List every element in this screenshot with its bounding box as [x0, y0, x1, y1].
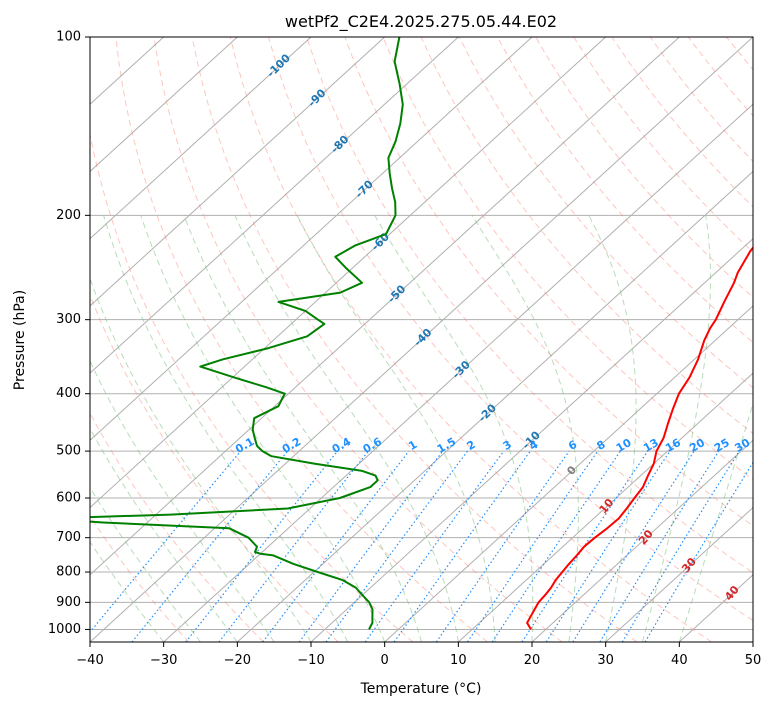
moist-adiabat-line	[90, 486, 201, 642]
moist-adiabat-line	[642, 215, 711, 642]
isotherm-line	[90, 37, 238, 173]
y-tick-label: 400	[56, 386, 81, 401]
moist-adiabat-line	[374, 215, 534, 642]
isotherm-line	[531, 439, 753, 642]
dry-adiabat-line	[229, 37, 712, 642]
moist-adiabat-line	[234, 215, 459, 642]
dry-adiabat-line	[90, 412, 264, 642]
isotherm-line	[90, 37, 312, 240]
moist-adiabat-line	[90, 359, 275, 642]
isotherm-line	[310, 237, 753, 642]
isotherm-line	[90, 37, 680, 576]
x-tick-label: 30	[597, 653, 614, 668]
mixing-ratio-line	[364, 450, 505, 642]
dry-adiabat-line	[344, 37, 753, 527]
moist-adiabat-line	[90, 427, 238, 642]
x-axis-title: Temperature (°C)	[360, 681, 482, 697]
isotherm-line	[605, 506, 753, 642]
x-tick-label: −10	[297, 653, 324, 668]
mixing-ratio-line	[466, 450, 599, 642]
dry-adiabat-line	[115, 37, 488, 642]
mixing-ratio-line	[298, 450, 444, 642]
y-axis-title: Pressure (hPa)	[12, 290, 28, 390]
y-tick-label: 200	[56, 208, 81, 223]
moist-adiabat-line	[296, 215, 496, 642]
dry-adiabat-line	[90, 515, 190, 642]
chart-title: wetPf2_C2E4.2025.275.05.44.E02	[285, 12, 557, 32]
background-lines	[90, 37, 753, 642]
isotherm-line	[236, 170, 753, 642]
x-tick-label: 50	[745, 653, 762, 668]
mixing-ratio-line	[521, 450, 649, 642]
isotherm-line	[90, 37, 459, 374]
y-tick-label: 100	[56, 30, 81, 45]
moist-adiabat-line	[90, 277, 312, 642]
x-tick-label: −20	[224, 653, 251, 668]
dry-adiabat-line	[191, 37, 638, 642]
mixing-ratio-line	[545, 450, 671, 642]
y-tick-label: 300	[56, 312, 81, 327]
x-tick-label: 40	[671, 653, 688, 668]
x-tick-label: −40	[76, 653, 103, 668]
isotherm-line	[457, 372, 753, 642]
x-tick-label: −30	[150, 653, 177, 668]
moist-adiabat-line	[588, 215, 637, 642]
mixing-ratio-line	[131, 450, 289, 642]
mixing-ratio-line	[90, 450, 242, 633]
dry-adiabat-line	[268, 37, 753, 622]
plot-frame	[89, 36, 754, 643]
y-tick-label: 1000	[48, 622, 81, 637]
x-tick-label: 10	[450, 653, 467, 668]
mixing-ratio-line	[262, 450, 410, 642]
x-tick-label: 0	[381, 653, 389, 668]
dry-adiabat-line	[306, 37, 753, 574]
profile-lines	[90, 37, 753, 630]
mixing-ratio-line	[393, 450, 531, 642]
isotherm-line	[90, 37, 533, 442]
mixing-ratio-line	[325, 450, 468, 642]
mixing-ratio-line	[435, 450, 570, 642]
dry-adiabat-line	[496, 37, 753, 344]
isotherm-line	[90, 37, 386, 307]
y-tick-label: 700	[56, 530, 81, 545]
mixing-ratio-line	[621, 450, 740, 642]
moist-adiabat-line	[140, 215, 386, 642]
mixing-ratio-line	[185, 450, 339, 642]
temperature-line	[526, 246, 753, 630]
y-tick-label: 600	[56, 491, 81, 506]
axes: −40 −30 −20 −10 0 10 20 30 40 50 100 200 300 400 500 60…	[48, 30, 761, 669]
mixing-ratio-line	[572, 450, 695, 642]
dry-adiabat-line	[153, 37, 563, 642]
dewpoint-line	[90, 37, 404, 630]
isotherm-line	[90, 37, 607, 509]
moist-adiabat-line	[103, 215, 349, 642]
dry-adiabat-line	[382, 37, 753, 481]
y-tick-label: 800	[56, 565, 81, 580]
mixing-ratio-line	[491, 450, 621, 642]
y-tick-label: 900	[56, 595, 81, 610]
isotherm-line	[163, 103, 753, 642]
y-tick-label: 500	[56, 444, 81, 459]
x-tick-label: 20	[524, 653, 541, 668]
isotherm-line	[384, 305, 753, 642]
moist-adiabat-line	[471, 215, 579, 642]
